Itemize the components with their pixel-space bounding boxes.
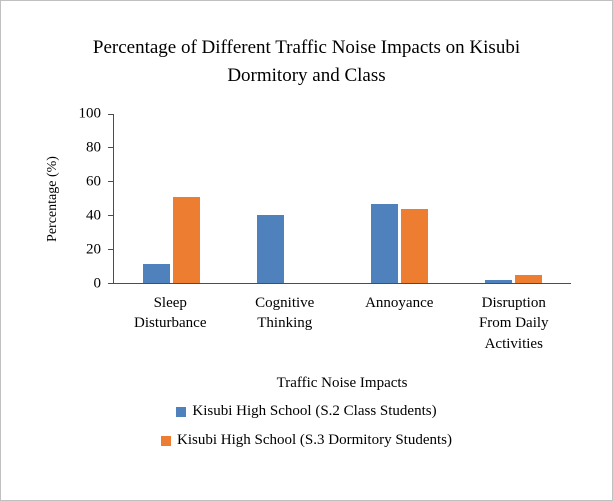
y-tick-mark	[108, 147, 114, 149]
y-tick-mark	[108, 282, 114, 284]
legend: Kisubi High School (S.2 Class Students) K…	[1, 404, 612, 448]
y-tick-mark	[108, 248, 114, 250]
y-tick-label: 100	[78, 105, 102, 122]
bar-series2-category4	[515, 274, 543, 283]
legend-item-label: Kisubi High School (S.3 Dormitory Studen…	[176, 432, 452, 448]
legend-item-1: Kisubi High School (S.2 Class Students)	[176, 403, 437, 419]
bar-series1-category2	[256, 215, 284, 283]
bar-series2-category1	[172, 196, 200, 283]
bar-series1-category1	[142, 264, 170, 283]
y-tick-label: 20	[86, 241, 101, 258]
bar-series1-category4	[485, 279, 513, 283]
y-tick-mark	[108, 214, 114, 216]
bar-group-3	[343, 114, 457, 283]
legend-marker-icon	[160, 435, 171, 446]
bar-series1-category3	[371, 203, 399, 283]
legend-marker-icon	[176, 406, 187, 417]
chart-title: Percentage of Different Traffic Noise Im…	[92, 37, 521, 86]
y-axis-tick-labels: 0 20 40 60 80 100	[57, 106, 102, 291]
bar-group-1	[114, 114, 228, 283]
category-label-2: Cognitive Thinking	[255, 295, 315, 332]
bar-series2-category3	[401, 208, 429, 283]
bar-group-2	[228, 114, 342, 283]
x-axis-title: Traffic Noise Impacts	[276, 375, 408, 391]
x-axis-category-labels: Sleep Disturbance Cognitive Thinking Annoy…	[113, 293, 571, 354]
y-tick-label: 40	[86, 207, 101, 224]
bar-group-4	[457, 114, 571, 283]
legend-item-label: Kisubi High School (S.2 Class Students)	[192, 403, 437, 419]
category-label-3: Annoyance	[365, 295, 434, 311]
y-tick-mark	[108, 113, 114, 115]
y-tick-label: 0	[93, 275, 102, 292]
y-tick-label: 80	[86, 139, 101, 156]
plot-area	[108, 113, 571, 284]
y-tick-label: 60	[86, 173, 101, 190]
y-tick-mark	[108, 181, 114, 183]
category-label-4: Disruption From Daily Activities	[478, 295, 549, 352]
category-label-1: Sleep Disturbance	[134, 295, 207, 332]
legend-item-2: Kisubi High School (S.3 Dormitory Studen…	[160, 432, 452, 448]
